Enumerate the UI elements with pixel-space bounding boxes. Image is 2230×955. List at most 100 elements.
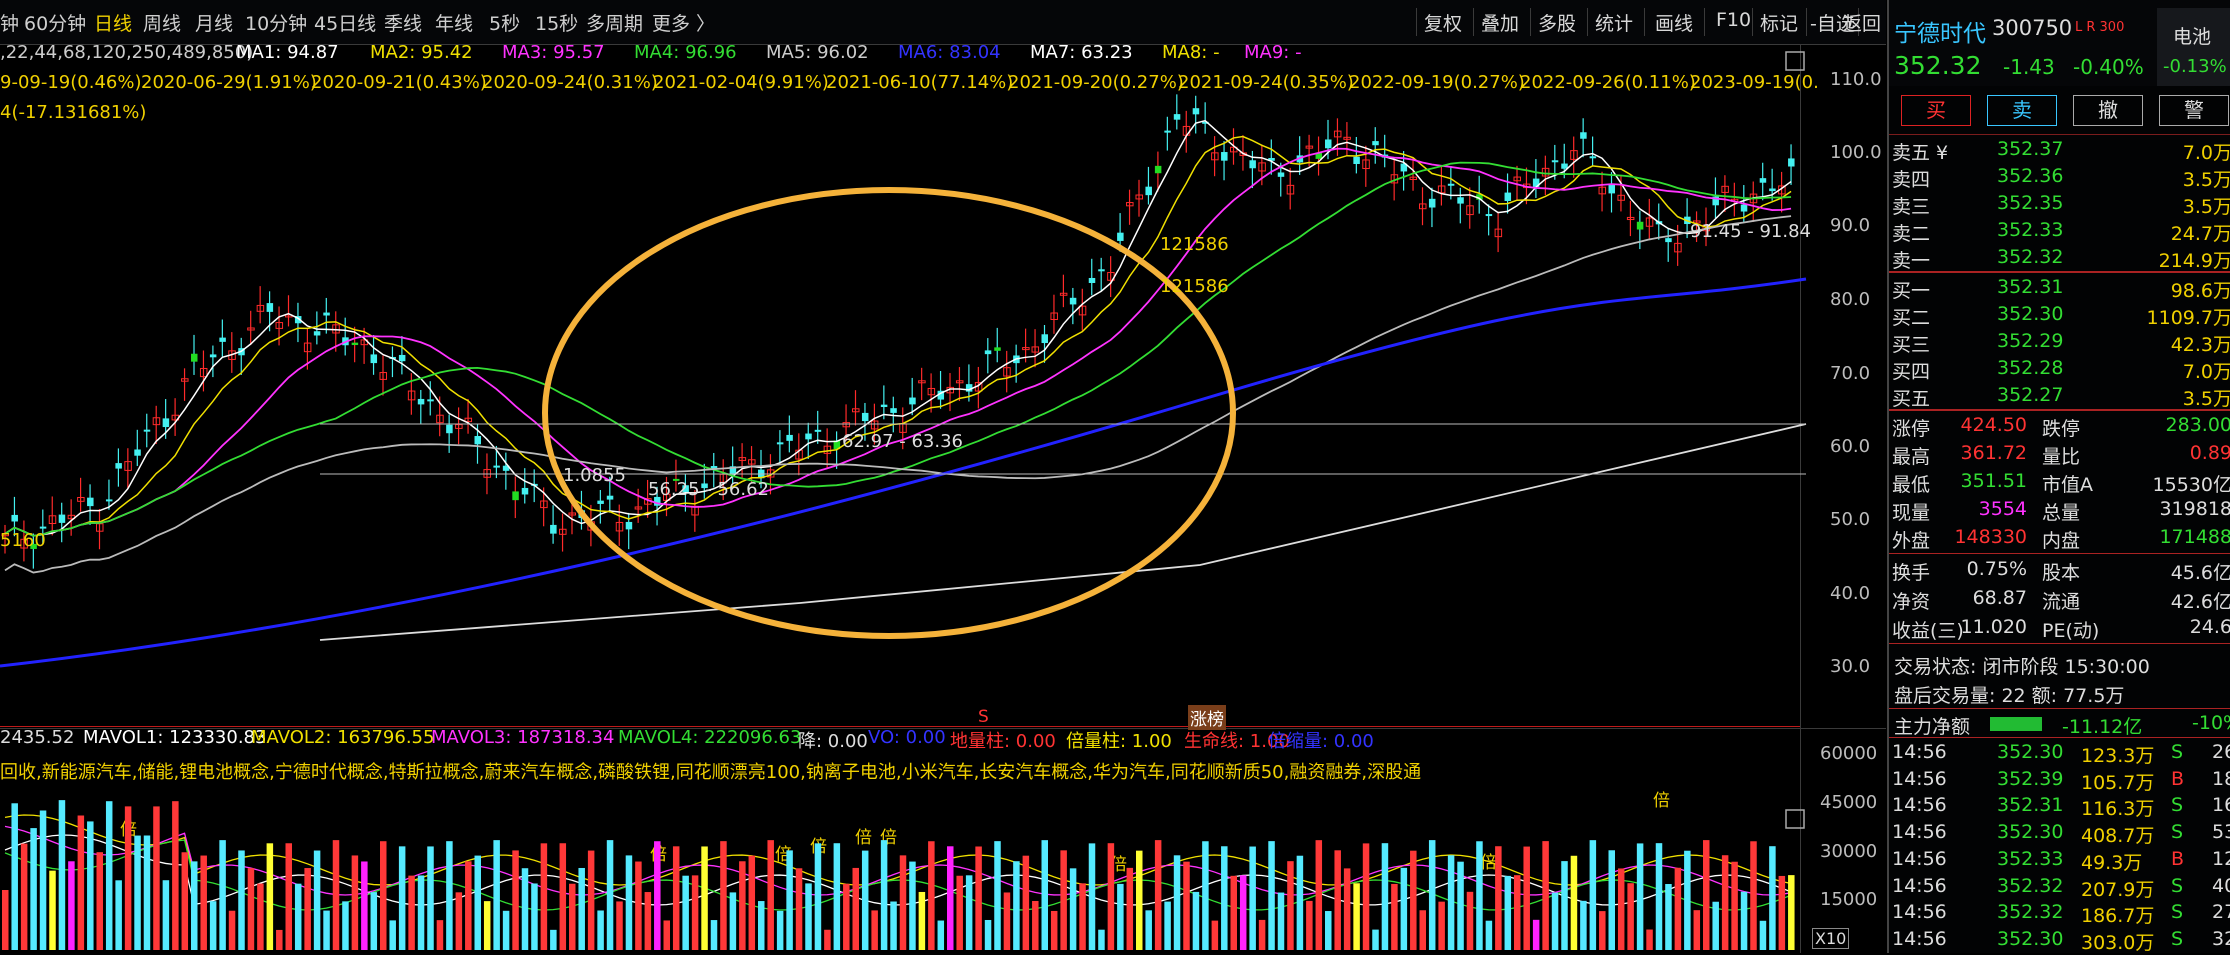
event-item[interactable]: 2021-06-10(77.14%) (826, 72, 1014, 93)
event-item[interactable]: 2021-09-20(0.27%) (1008, 72, 1184, 93)
main-flow-row[interactable]: 主力净额 -11.12亿 -10% (1889, 709, 2230, 738)
candle-body (1561, 163, 1568, 169)
period-tab-45day[interactable]: 45日线 (314, 13, 377, 35)
candle-body (1769, 188, 1776, 192)
buy-button[interactable]: 买 (1901, 95, 1971, 126)
bid-row[interactable]: 买二 352.30 1109.7万 (1889, 301, 2230, 329)
event-item[interactable]: 2020-09-24(0.31%) (482, 72, 658, 93)
bid-row[interactable]: 买五 352.27 3.5万 (1889, 382, 2230, 410)
vol-legend-item: VO: 0.00 (868, 727, 946, 748)
volume-bar (1277, 892, 1285, 950)
back-button[interactable]: 返回 (1843, 13, 1882, 35)
tick-side: S (2171, 741, 2184, 763)
candle-body (842, 422, 851, 428)
price-annotation: 62.97 - 63.36 (842, 431, 963, 452)
event-item[interactable]: 2023-09-19(0. (1690, 72, 1819, 93)
volume-bar (540, 843, 548, 950)
volume-bar (1249, 846, 1256, 950)
event-item[interactable]: 9-09-19(0.46%) (0, 72, 142, 93)
candle-body (1202, 121, 1209, 124)
bid-row[interactable]: 买三 352.29 42.3万 (1889, 328, 2230, 356)
period-tab-10min[interactable]: 10分钟 (245, 13, 308, 35)
ask-row[interactable]: 卖五 ¥ 352.37 7.0万 (1889, 136, 2230, 164)
candle-body (30, 543, 37, 549)
candle-body (521, 487, 529, 495)
remove-favorite-button[interactable]: -自选 (1810, 13, 1855, 35)
period-tab-quarter[interactable]: 季线 (384, 13, 423, 35)
volume-bar (1551, 892, 1559, 950)
alert-button[interactable]: 警 (2159, 95, 2229, 126)
volume-scale-badge[interactable]: X10 (1812, 928, 1850, 949)
volume-bar (1684, 850, 1691, 950)
candle-body (1343, 136, 1351, 140)
candle-body (351, 342, 359, 346)
kline-chart[interactable]: 倍倍倍倍倍倍倍倍倍 (0, 0, 1886, 953)
candle-body (266, 303, 274, 312)
volume-bar (1221, 846, 1228, 950)
moving-average-line (0, 277, 1807, 668)
volume-bar (1202, 841, 1209, 950)
sell-button[interactable]: 卖 (1987, 95, 2057, 126)
candle-body (1428, 198, 1436, 208)
period-tab-15s[interactable]: 15秒 (535, 13, 579, 35)
volume-bar (1107, 843, 1115, 950)
sector-box[interactable]: 电池 -0.13% (2157, 8, 2230, 86)
ask-row[interactable]: 卖四 352.36 3.5万 (1889, 163, 2230, 191)
candle-body (1315, 152, 1323, 159)
cancel-order-button[interactable]: 撤 (2073, 95, 2143, 126)
period-tab-weekly[interactable]: 周线 (143, 13, 182, 35)
event-item[interactable]: 4(-17.131681%) (0, 102, 147, 123)
candle-body (852, 408, 860, 413)
ask-row[interactable]: 卖二 352.33 24.7万 (1889, 217, 2230, 245)
trade-status: 交易状态: 闭市阶段 15:30:00 (1894, 656, 2150, 678)
period-tab-5s[interactable]: 5秒 (489, 13, 521, 35)
candle-body (1145, 186, 1152, 196)
candle-body (1589, 156, 1597, 159)
tick-count: 53 (2212, 821, 2230, 844)
period-tab-more[interactable]: 更多 〉 (652, 13, 716, 35)
f10-button[interactable]: F10 (1716, 9, 1752, 31)
volume-bar (1287, 861, 1294, 950)
draw-line-button[interactable]: 画线 (1655, 13, 1694, 35)
event-item[interactable]: 2020-09-21(0.43%) (311, 72, 487, 93)
stat-row: 现量 3554 总量 319818 (1889, 496, 2230, 524)
volume-bar (824, 929, 831, 950)
candle-body (436, 414, 444, 424)
event-item[interactable]: 2021-09-24(0.35%) (1178, 72, 1354, 93)
volume-bar (748, 855, 756, 950)
stock-name[interactable]: 宁德时代 (1894, 21, 1986, 47)
ask-row[interactable]: 卖三 352.35 3.5万 (1889, 190, 2230, 218)
volume-bar (843, 883, 850, 950)
period-tab-monthly[interactable]: 月线 (195, 13, 234, 35)
concept-list[interactable]: 回收,新能源汽车,储能,锂电池概念,宁德时代概念,特斯拉概念,蔚来汽车概念,磷酸… (0, 762, 1422, 783)
stat-value: 424.50 (1960, 414, 2027, 436)
overlay-button[interactable]: 叠加 (1481, 13, 1520, 35)
candle-body (303, 342, 312, 353)
volume-bar (1391, 883, 1398, 950)
volume-bar (58, 800, 66, 950)
rank-badge[interactable]: 涨榜 (1188, 705, 1226, 730)
bid-row[interactable]: 买四 352.28 7.0万 (1889, 355, 2230, 383)
stats-button[interactable]: 统计 (1595, 13, 1634, 35)
bid-row[interactable]: 买一 352.31 98.6万 (1889, 274, 2230, 302)
volume-bar (928, 841, 935, 950)
volume-bar (1230, 875, 1237, 950)
adjust-button[interactable]: 复权 (1424, 13, 1463, 35)
volume-bar (105, 801, 113, 950)
volume-bar (417, 875, 425, 950)
period-tab-min[interactable]: 钟 (0, 13, 20, 35)
event-item[interactable]: 2022-09-26(0.11%) (1520, 72, 1696, 93)
ask-row[interactable]: 卖一 352.32 214.9万 (1889, 244, 2230, 272)
candle-body (1541, 167, 1550, 177)
period-tab-daily[interactable]: 日线 (94, 13, 133, 35)
stat-value: 361.72 (1960, 442, 2027, 464)
book-volume: 3.5万 (2182, 169, 2230, 191)
event-item[interactable]: 2021-02-04(9.91%) (653, 72, 829, 93)
mark-button[interactable]: 标记 (1760, 13, 1799, 35)
multi-stock-button[interactable]: 多股 (1538, 13, 1577, 35)
period-tab-year[interactable]: 年线 (435, 13, 474, 35)
event-item[interactable]: 2020-06-29(1.91%) (141, 72, 317, 93)
period-tab-60min[interactable]: 60分钟 (24, 13, 87, 35)
period-tab-multi[interactable]: 多周期 (586, 13, 644, 35)
event-item[interactable]: 2022-09-19(0.27%) (1349, 72, 1525, 93)
